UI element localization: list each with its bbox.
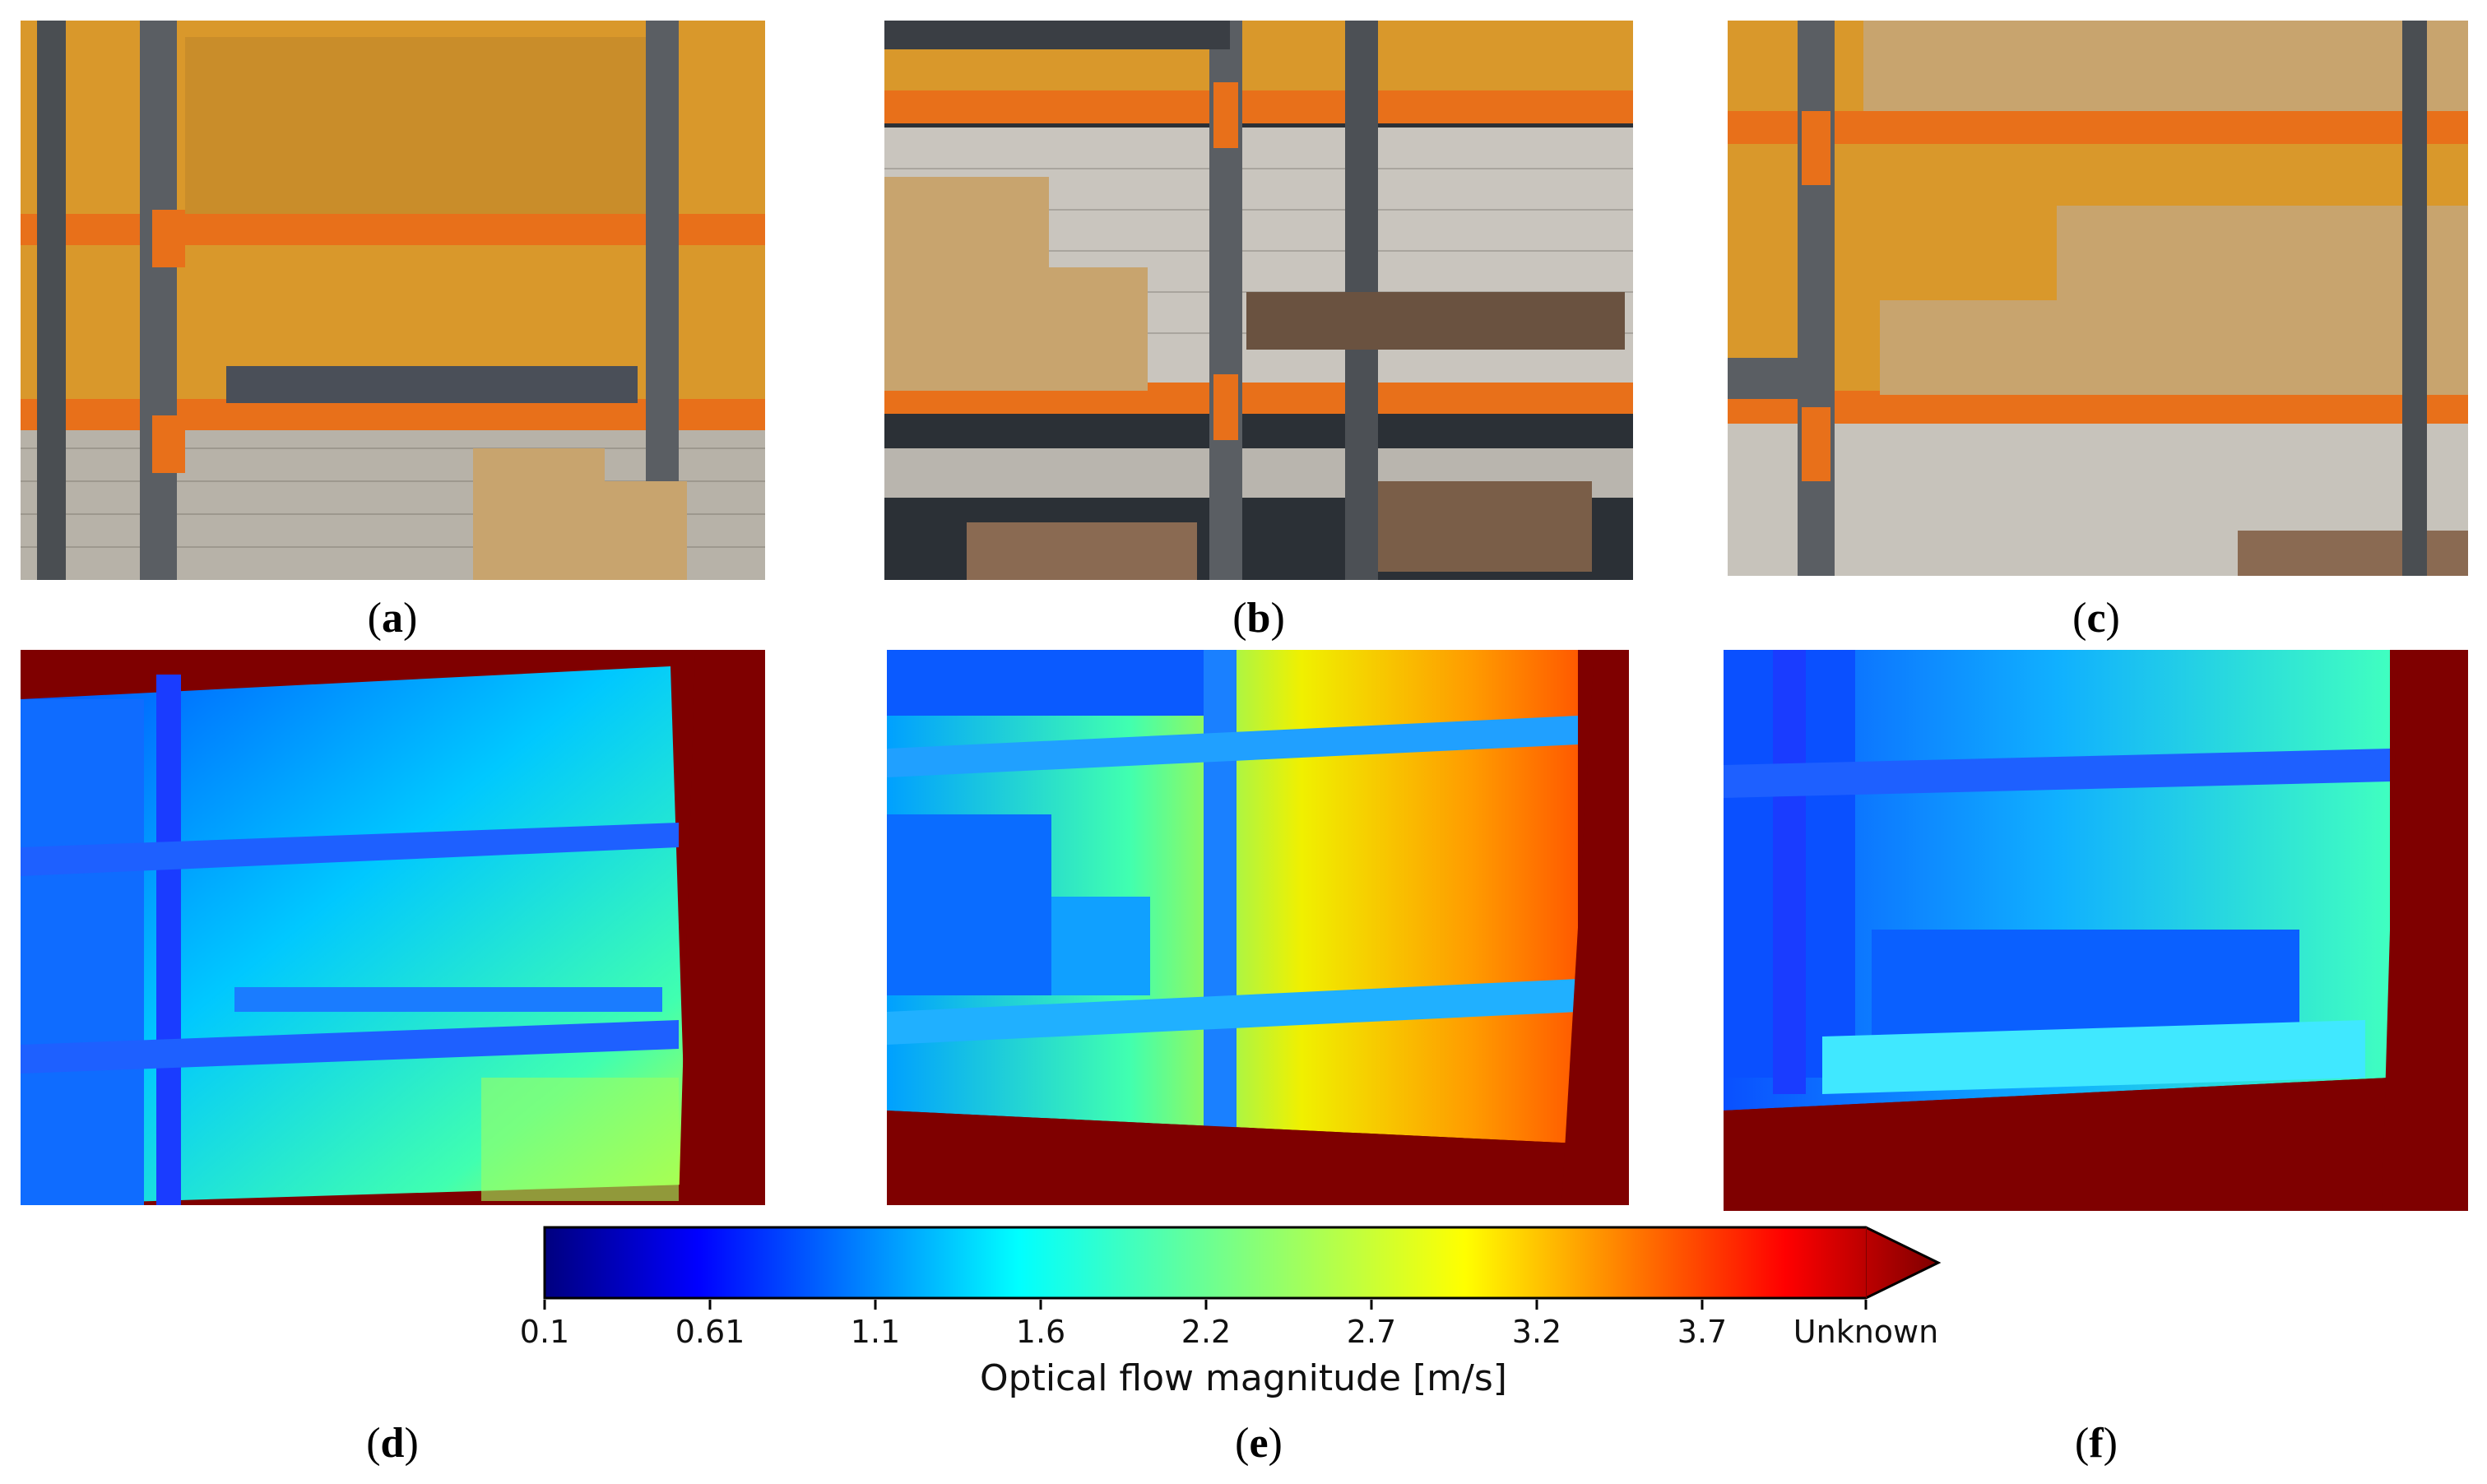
colorbar <box>543 1226 1942 1308</box>
colorbar-tick-label: 2.7 <box>1346 1314 1397 1350</box>
photo-c <box>1728 21 2468 576</box>
colorbar-title: Optical flow magnitude [m/s] <box>980 1357 1507 1399</box>
photo-b <box>884 21 1633 580</box>
panel-label-c: (c) <box>2072 595 2120 642</box>
colorbar-tick-label: 3.2 <box>1511 1314 1562 1350</box>
colorbar-tick-label: 2.2 <box>1181 1314 1232 1350</box>
panel-label-e: (e) <box>1235 1420 1283 1467</box>
colorbar-tick-label: 0.61 <box>675 1314 745 1350</box>
panel-label-d: (d) <box>366 1420 419 1467</box>
colorbar-ticks <box>543 1300 1942 1313</box>
colorbar-tick-label: 3.7 <box>1677 1314 1728 1350</box>
flow-map-f <box>1724 650 2468 1211</box>
photo-a <box>21 21 765 580</box>
colorbar-tick-label: 1.1 <box>850 1314 901 1350</box>
colorbar-tick-label: Unknown <box>1793 1314 1939 1350</box>
colorbar-tick-label: 0.1 <box>519 1314 570 1350</box>
panel-label-b: (b) <box>1232 595 1285 642</box>
panel-label-a: (a) <box>367 595 418 642</box>
flow-map-e <box>887 650 1629 1205</box>
flow-map-d <box>21 650 765 1205</box>
colorbar-tick-label: 1.6 <box>1015 1314 1066 1350</box>
panel-label-f: (f) <box>2075 1420 2118 1467</box>
